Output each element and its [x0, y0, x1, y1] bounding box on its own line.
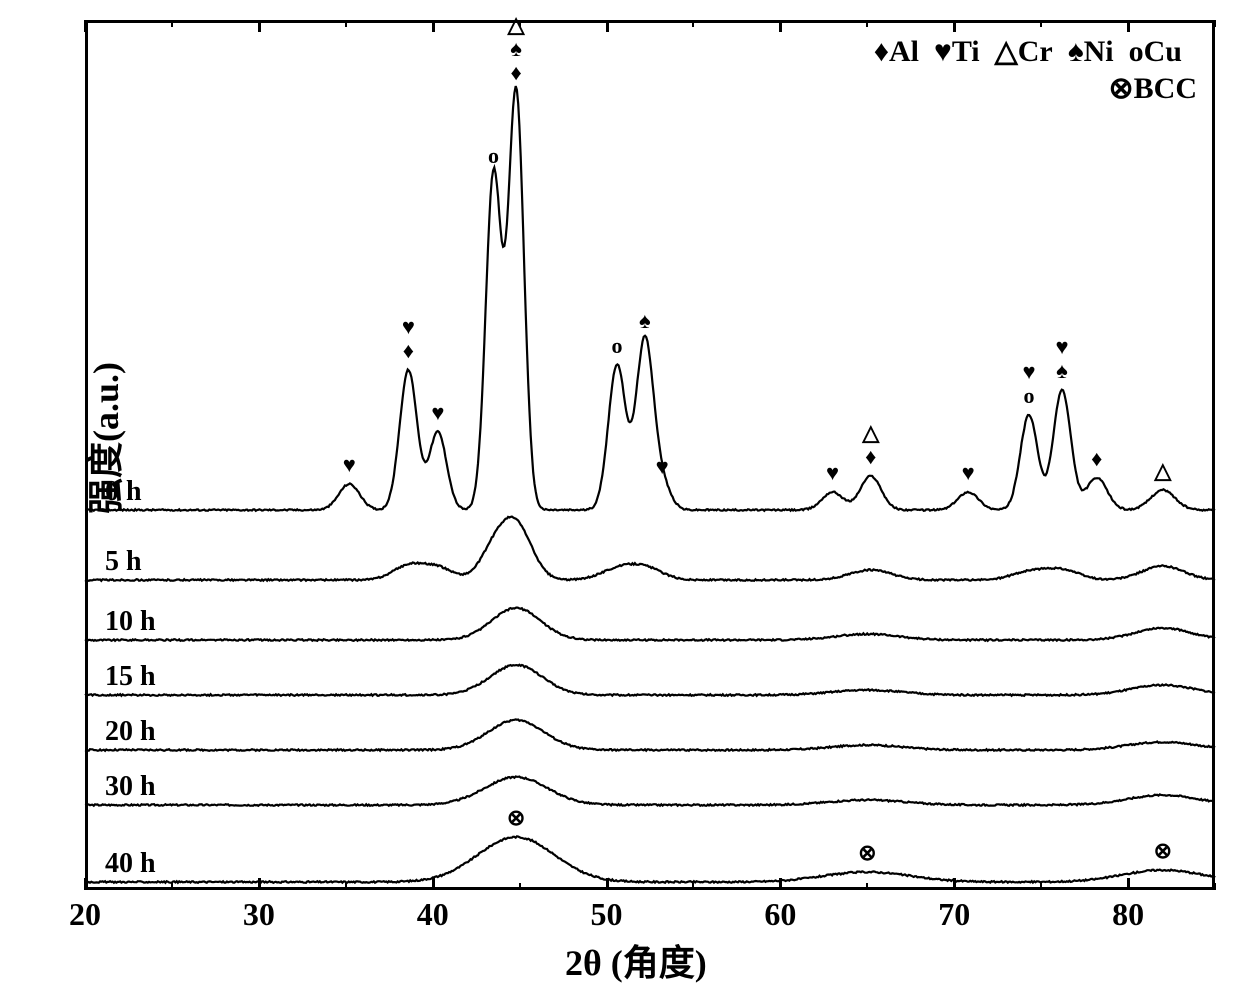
peak-marker: △ [862, 422, 879, 444]
peak-marker: ⊗ [507, 807, 525, 829]
peak-marker: o [1023, 385, 1034, 407]
peak-marker: ♥ [402, 316, 415, 338]
peak-marker: ♦ [511, 62, 522, 84]
peak-marker: ♠ [639, 310, 651, 332]
peak-marker: ⊗ [1154, 840, 1172, 862]
peak-marker: ♦ [865, 446, 876, 468]
trace-label: 15 h [105, 661, 156, 693]
peak-marker: ♥ [343, 454, 356, 476]
peak-marker: ♥ [1022, 361, 1035, 383]
trace-label: 30 h [105, 771, 156, 803]
trace-label: 20 h [105, 716, 156, 748]
peak-marker: ♦ [1091, 448, 1102, 470]
peak-marker: △ [1154, 460, 1171, 482]
trace-label: 10 h [105, 606, 156, 638]
peak-marker: ♥ [962, 462, 975, 484]
xrd-trace [85, 665, 1215, 696]
peak-marker: ♠ [510, 38, 522, 60]
xrd-chart: 强度(a.u.) 2θ (角度) ♦Al ♥Ti △Cr ♠Ni oCu ⊗BC… [0, 0, 1239, 982]
peak-marker: ♥ [1055, 336, 1068, 358]
trace-label: 40 h [105, 848, 156, 880]
peak-marker: o [611, 335, 622, 357]
traces-svg [0, 0, 1239, 982]
peak-marker: △ [508, 14, 525, 36]
peak-marker: ♥ [431, 402, 444, 424]
peak-marker: ⊗ [858, 842, 876, 864]
xrd-trace [85, 836, 1215, 883]
peak-marker: o [488, 145, 499, 167]
trace-label: 0 h [105, 476, 142, 508]
peak-marker: ♥ [656, 456, 669, 478]
xrd-trace [85, 86, 1215, 511]
xrd-trace [85, 719, 1215, 750]
xrd-trace [85, 777, 1215, 806]
peak-marker: ♥ [826, 462, 839, 484]
xrd-trace [85, 608, 1215, 641]
xrd-trace [85, 517, 1215, 581]
peak-marker: ♠ [1056, 360, 1068, 382]
peak-marker: ♦ [403, 340, 414, 362]
trace-label: 5 h [105, 546, 142, 578]
